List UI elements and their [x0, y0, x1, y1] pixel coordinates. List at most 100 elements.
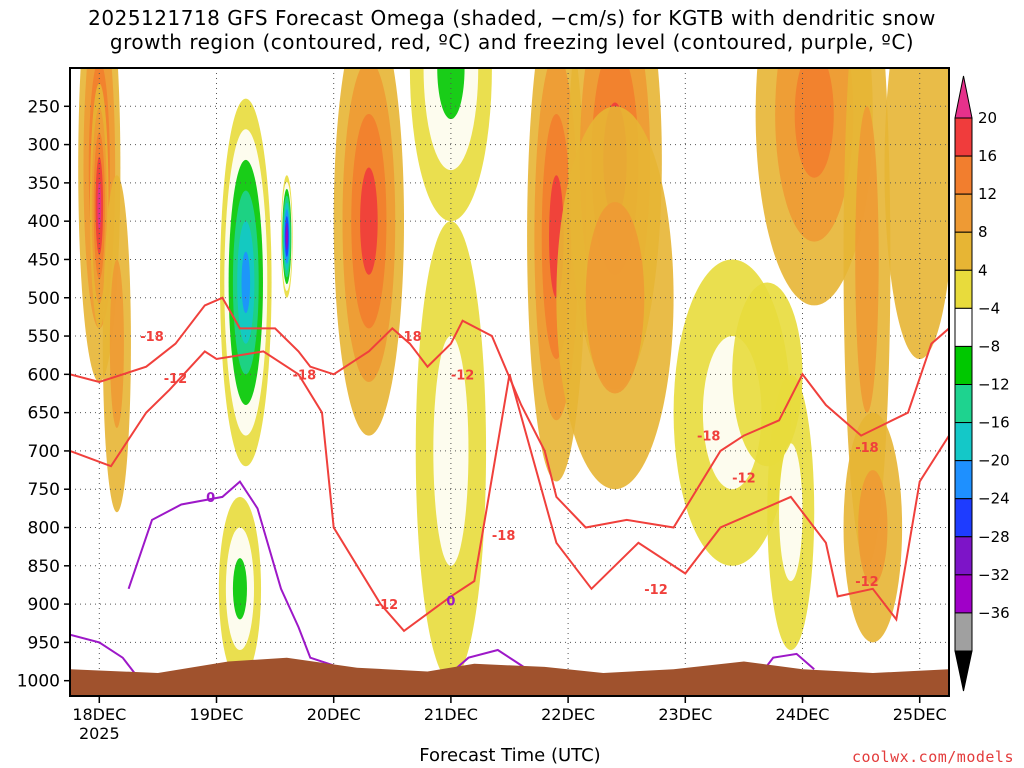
- x-tick-label: 23DEC: [658, 705, 712, 724]
- omega-cell: [97, 181, 102, 231]
- temperature-contours: -18 -12 -18 -18 -12 0 -12 0 -18 -12 -18 -12 -18 -12: [70, 296, 949, 674]
- x-tick-label: 20DEC: [307, 705, 361, 724]
- terrain-fill: [70, 657, 949, 696]
- freezing-level-contour: [450, 648, 534, 674]
- colorbar-label: −20: [978, 452, 1010, 470]
- y-tick-label: 350: [28, 174, 60, 194]
- y-tick-label: 650: [28, 404, 60, 424]
- y-tick-label: 1000: [17, 672, 60, 692]
- contour-label: -18: [398, 330, 422, 345]
- x-tick-label: 21DEC: [424, 705, 478, 724]
- y-tick-label: 250: [28, 97, 60, 117]
- x-axis-label: Forecast Time (UTC): [419, 745, 601, 766]
- colorbar-label: −32: [978, 566, 1010, 584]
- y-axis: 250 300 350 400 450 500 550 600 650 700 750 800 850 9…: [17, 97, 70, 692]
- colorbar-swatch: [954, 574, 973, 614]
- colorbar-arrow-bottom: [954, 650, 973, 692]
- contour-label: -18: [697, 430, 721, 445]
- y-tick-label: 450: [28, 250, 60, 270]
- colorbar-label: −16: [978, 414, 1010, 432]
- x-tick-label: 24DEC: [776, 705, 830, 724]
- colorbar-swatch: [954, 269, 973, 309]
- omega-cell: [360, 167, 378, 275]
- y-tick-label: 900: [28, 595, 60, 615]
- omega-cell: [884, 68, 949, 359]
- y-tick-label: 850: [28, 557, 60, 577]
- omega-cell: [794, 68, 834, 178]
- colorbar-swatch: [954, 422, 973, 462]
- colorbar-swatch: [954, 612, 973, 652]
- colorbar-swatch: [954, 384, 973, 424]
- freezing-level-contour: [70, 633, 136, 674]
- contour-label: -12: [451, 368, 475, 383]
- y-tick-label: 700: [28, 442, 60, 462]
- colorbar: 20 16 12 8 4 −4 −8 −12 −16 −20 −24 −28 −32 −36: [954, 75, 1010, 692]
- omega-cell: [232, 558, 247, 620]
- colorbar-label: 12: [978, 185, 997, 203]
- y-tick-label: 300: [28, 136, 60, 156]
- contour-label: -12: [644, 583, 668, 598]
- title-line-1: 2025121718 GFS Forecast Omega (shaded, −…: [88, 6, 936, 30]
- chart-title: 2025121718 GFS Forecast Omega (shaded, −…: [0, 6, 1024, 54]
- freezing-level-contour: [127, 480, 335, 667]
- y-tick-label: 500: [28, 289, 60, 309]
- contour-label: -12: [732, 472, 756, 487]
- y-tick-label: 550: [28, 327, 60, 347]
- omega-cell: [286, 229, 288, 244]
- omega-cell: [858, 470, 888, 585]
- x-axis: 18DEC 19DEC 20DEC 21DEC 22DEC 23DEC 24DEC 25DEC…: [72, 696, 947, 743]
- colorbar-label: 16: [978, 147, 997, 165]
- colorbar-label: −4: [978, 299, 1000, 317]
- contour-label: -12: [375, 598, 399, 613]
- colorbar-swatch: [954, 536, 973, 576]
- credit-link[interactable]: coolwx.com/models: [851, 748, 1014, 766]
- contour-label: -12: [164, 372, 188, 387]
- colorbar-swatch: [954, 345, 973, 385]
- colorbar-label: 8: [978, 223, 988, 241]
- dgz-contour-minus18: [70, 296, 949, 529]
- omega-cell: [241, 251, 251, 314]
- terrain: [70, 657, 949, 696]
- omega-field: [78, 68, 949, 681]
- colorbar-label: 20: [978, 109, 997, 127]
- contour-label: -18: [140, 330, 164, 345]
- contour-label: 0: [446, 594, 455, 609]
- colorbar-label: −12: [978, 376, 1010, 394]
- colorbar-swatch: [954, 231, 973, 271]
- colorbar-swatch: [954, 193, 973, 233]
- omega-cell: [732, 282, 803, 467]
- contour-label: -18: [492, 529, 516, 544]
- colorbar-swatch: [954, 498, 973, 538]
- x-tick-label: 18DEC: [72, 705, 126, 724]
- x-tick-label: 22DEC: [541, 705, 595, 724]
- contour-label: -18: [293, 368, 317, 383]
- plot-frame: [69, 67, 950, 697]
- colorbar-label: −36: [978, 604, 1010, 622]
- colorbar-arrow-top: [954, 75, 973, 119]
- omega-cell: [585, 202, 645, 394]
- omega-cell: [779, 443, 803, 582]
- x-tick-label: 25DEC: [893, 705, 947, 724]
- contour-label: -12: [855, 575, 879, 590]
- colorbar-label: 4: [978, 261, 988, 279]
- y-tick-label: 400: [28, 212, 60, 232]
- contour-label: 0: [206, 491, 215, 506]
- colorbar-swatch: [954, 307, 973, 347]
- omega-cell: [855, 106, 879, 413]
- colorbar-label: −24: [978, 490, 1010, 508]
- contour-label: -18: [855, 441, 879, 456]
- omega-cell: [109, 259, 124, 428]
- colorbar-swatch: [954, 117, 973, 157]
- x-tick-year: 2025: [79, 724, 120, 743]
- y-tick-label: 800: [28, 519, 60, 539]
- y-tick-label: 750: [28, 480, 60, 500]
- x-tick-label: 19DEC: [190, 705, 244, 724]
- y-tick-label: 950: [28, 633, 60, 653]
- colorbar-label: −28: [978, 528, 1010, 546]
- colorbar-swatch: [954, 155, 973, 195]
- dgz-contour-minus12: [70, 350, 949, 633]
- colorbar-swatch: [954, 460, 973, 500]
- title-line-2: growth region (contoured, red, ºC) and f…: [109, 30, 915, 54]
- y-tick-label: 600: [28, 365, 60, 385]
